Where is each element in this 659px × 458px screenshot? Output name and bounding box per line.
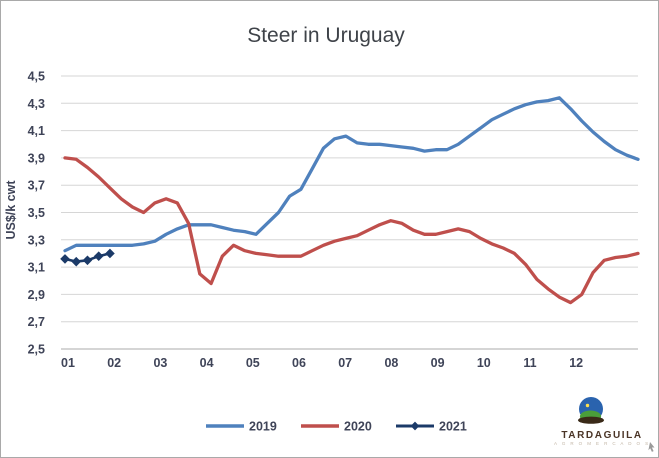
legend-label-2019: 2019 bbox=[249, 420, 277, 434]
x-axis-tick-labels: 01 02 03 04 05 06 07 08 09 10 11 12 bbox=[61, 356, 583, 370]
y-tick-label: 2,9 bbox=[28, 288, 45, 302]
y-tick-label: 3,5 bbox=[28, 206, 45, 220]
chart-title: Steer in Uruguay bbox=[247, 24, 405, 47]
x-tick-label: 03 bbox=[153, 356, 167, 370]
x-tick-label: 06 bbox=[292, 356, 306, 370]
series-marker-2021-diamond-icon bbox=[93, 251, 104, 261]
x-tick-label: 04 bbox=[200, 356, 214, 370]
y-axis-tick-labels: 4,5 4,3 4,1 3,9 3,7 3,5 3,3 3,1 2,9 2,7 2,5 bbox=[28, 70, 45, 357]
y-tick-label: 2,7 bbox=[28, 315, 45, 329]
y-tick-label: 3,3 bbox=[28, 233, 45, 247]
y-tick-label: 4,5 bbox=[28, 70, 45, 84]
legend-label-2020: 2020 bbox=[344, 420, 372, 434]
logo-brand-text: TARDAGUILA bbox=[561, 430, 642, 441]
gridlines bbox=[61, 75, 638, 350]
series-marker-2021-diamond-icon bbox=[82, 255, 93, 266]
x-tick-label: 12 bbox=[569, 356, 583, 370]
x-tick-label: 02 bbox=[107, 356, 121, 370]
legend-item-2019[interactable]: 2019 bbox=[206, 420, 277, 434]
legend-swatch-2021-diamond-icon bbox=[410, 421, 420, 431]
y-tick-label: 3,1 bbox=[28, 261, 45, 275]
legend-item-2021[interactable]: 2021 bbox=[396, 420, 467, 434]
series-marker-2021-diamond-icon bbox=[71, 256, 82, 267]
series-lines bbox=[60, 96, 640, 305]
legend-item-2020[interactable]: 2020 bbox=[301, 420, 372, 434]
x-tick-label: 11 bbox=[523, 356, 536, 370]
series-line-2020 bbox=[63, 156, 640, 305]
cursor-artifact-icon bbox=[648, 442, 655, 452]
legend: 2019 2020 2021 bbox=[206, 420, 467, 434]
x-tick-label: 05 bbox=[246, 356, 260, 370]
logo-sub-text: A G R O M E R C A D O S bbox=[554, 441, 650, 446]
y-tick-label: 4,1 bbox=[28, 124, 45, 138]
x-tick-label: 08 bbox=[384, 356, 398, 370]
x-tick-label: 09 bbox=[431, 356, 445, 370]
y-tick-label: 2,5 bbox=[28, 343, 45, 357]
series-line-2019 bbox=[63, 96, 640, 253]
y-axis-title: US$/k cwt bbox=[4, 180, 18, 240]
logo-sun-icon bbox=[585, 403, 590, 408]
x-tick-label: 01 bbox=[61, 356, 75, 370]
logo-base-icon bbox=[578, 416, 604, 424]
tardaguila-logo: TARDAGUILA A G R O M E R C A D O S bbox=[554, 397, 650, 446]
legend-label-2021: 2021 bbox=[439, 420, 467, 434]
x-tick-label: 10 bbox=[477, 356, 491, 370]
x-tick-label: 07 bbox=[338, 356, 352, 370]
y-tick-label: 3,7 bbox=[28, 179, 45, 193]
series-marker-2021-diamond-icon bbox=[105, 248, 115, 259]
y-tick-label: 4,3 bbox=[28, 97, 45, 111]
y-tick-label: 3,9 bbox=[28, 151, 45, 165]
series-marker-2021-diamond-icon bbox=[60, 254, 70, 264]
